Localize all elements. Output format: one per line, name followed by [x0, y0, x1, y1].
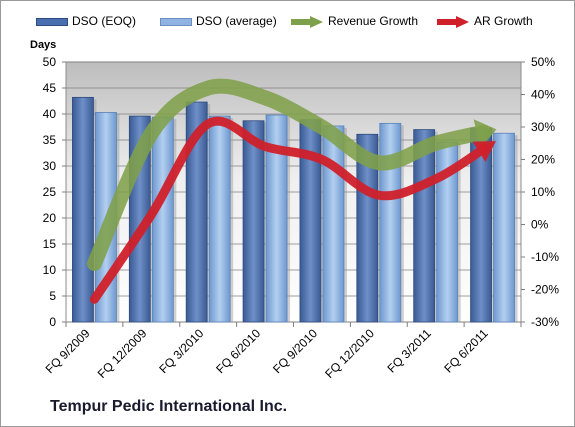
x-tick-label: FQ 3/2011 [384, 326, 434, 376]
y-tick-label: 50 [43, 55, 57, 69]
line-ar-growth [89, 116, 489, 304]
y-axis-title: Days [30, 39, 57, 51]
y2-tick-label: 0% [531, 218, 549, 232]
x-tick-label: FQ 6/2010 [213, 326, 263, 376]
y-tick-label: 25 [43, 185, 57, 199]
y-tick-label: 5 [49, 289, 56, 303]
legend-swatch-dso-average [160, 17, 192, 26]
y2-tick-label: 20% [531, 153, 555, 167]
bar-dso-eoq [242, 120, 265, 323]
line-revenue-growth [86, 78, 491, 271]
y2-tick-label: -20% [531, 283, 559, 297]
y-tick-label: 15 [43, 237, 57, 251]
y-tick-label: 40 [43, 107, 57, 121]
y2-tick-label: 50% [531, 55, 555, 69]
bar-dso-average [493, 132, 515, 323]
legend-item-dso-average: DSO (average) [160, 14, 277, 28]
bar-dso-eoq [356, 133, 379, 323]
x-tick-label: FQ 12/2010 [322, 326, 377, 381]
legend-label-dso-eoq: DSO (EOQ) [72, 14, 137, 28]
y-tick-label: 30 [43, 159, 57, 173]
y-tick-label: 45 [43, 81, 57, 95]
y-tick-label: 0 [49, 315, 56, 329]
y2-tick-label: -10% [531, 250, 559, 264]
x-tick-label: FQ 3/2010 [156, 326, 206, 376]
legend-item-revenue-growth: Revenue Growth [290, 14, 418, 29]
legend: DSO (EOQ) DSO (average) Revenue Growth A… [0, 14, 575, 36]
y2-tick-label: 40% [531, 88, 555, 102]
y-tick-label: 20 [43, 211, 57, 225]
x-tick-label: FQ 9/2009 [43, 326, 93, 376]
legend-swatch-dso-eoq [36, 17, 68, 26]
bar-dso-average [151, 116, 174, 323]
company-title: Tempur Pedic International Inc. [50, 398, 288, 415]
y2-tick-label: -30% [531, 315, 559, 329]
y2-tick-label: 30% [531, 120, 555, 134]
x-tick-label: FQ 6/2011 [441, 326, 491, 376]
arrowhead-revenue-growth [473, 119, 497, 149]
bar-dso-eoq [185, 101, 208, 323]
y2-tick-label: 10% [531, 185, 555, 199]
x-tick-label: FQ 9/2010 [270, 326, 320, 376]
y-tick-label: 35 [43, 133, 57, 147]
bar-dso-average [379, 122, 402, 323]
bar-dso-eoq [72, 96, 94, 323]
legend-label-dso-average: DSO (average) [196, 14, 277, 28]
legend-label-ar-growth: AR Growth [474, 14, 533, 28]
bar-dso-average [265, 114, 288, 323]
arrowhead-ar-growth [472, 141, 496, 162]
legend-arrow-ar-growth [437, 15, 469, 28]
legend-label-revenue-growth: Revenue Growth [328, 14, 419, 28]
legend-arrow-revenue-growth [291, 15, 323, 28]
legend-item-dso-eoq: DSO (EOQ) [36, 14, 136, 28]
legend-item-ar-growth: AR Growth [436, 14, 533, 29]
bar-dso-average [208, 115, 231, 323]
bar-dso-average [322, 125, 345, 323]
y-tick-label: 10 [43, 263, 57, 277]
x-tick-label: FQ 12/2009 [95, 326, 150, 381]
